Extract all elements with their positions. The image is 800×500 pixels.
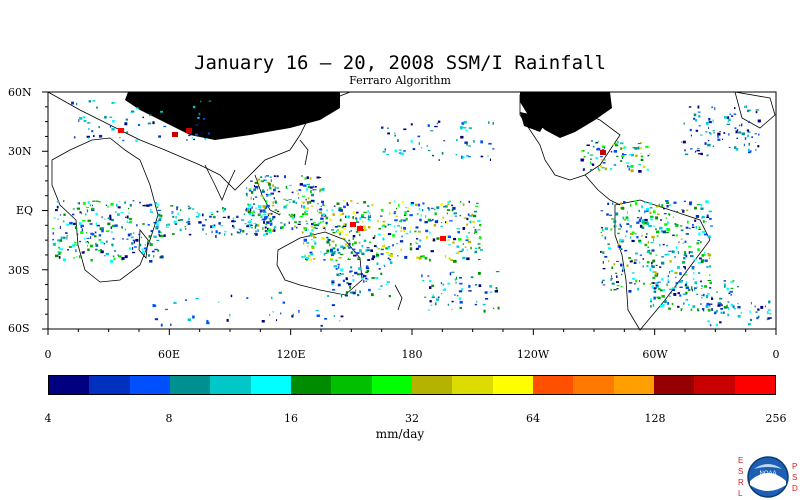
colorbar-swatch-9 [411,376,453,394]
colorbar-swatch-2 [129,376,170,394]
coastlines [47,91,776,331]
colorbar-swatch-7 [331,376,372,394]
colorbar-swatch-11 [492,376,533,394]
lat-label-eq: EQ [16,204,34,217]
logo-letter-r: R [738,478,744,487]
noaa-esrl-psd-logo: E S R L NOAA P S D [732,452,800,500]
colorbar-tick-64: 64 [526,412,540,425]
lon-label-120e: 120E [276,348,306,361]
lon-label-0-east: 0 [772,348,780,361]
colorbar-swatch-14 [613,376,654,394]
rainfall-field [52,100,772,327]
lat-label-30n: 30N [8,145,32,158]
colorbar-swatch-5 [250,376,291,394]
axis-ticks [42,91,777,335]
noaa-emblem-icon: NOAA [747,456,789,498]
colorbar-swatch-10 [452,376,493,394]
lon-label-0: 0 [44,348,52,361]
no-data-regions [125,92,612,140]
colorbar-swatch-17 [734,376,775,394]
logo-letter-e: E [738,456,744,465]
colorbar-unit: mm/day [375,427,425,441]
logo-letter-s: S [738,467,744,476]
colorbar-tick-32: 32 [405,412,419,425]
colorbar-tick-8: 8 [165,412,173,425]
colorbar-swatch-13 [573,376,614,394]
noaa-text: NOAA [759,471,776,477]
colorbar-swatch-0 [49,376,90,394]
logo-letter-d: D [792,484,798,493]
colorbar-tick-128: 128 [644,412,666,425]
colorbar-swatch-1 [89,376,130,394]
colorbar-swatch-15 [653,376,695,394]
lon-label-60e: 60E [157,348,181,361]
colorbar-swatch-16 [694,376,735,394]
lat-label-30s: 30S [8,264,30,277]
logo-letter-s2: S [792,473,798,482]
colorbar-swatch-3 [169,376,211,394]
lat-label-60n: 60N [8,86,32,99]
colorbar-swatch-4 [210,376,251,394]
colorbar-swatch-8 [371,376,412,394]
lon-label-60w: 60W [642,348,668,361]
map-subtitle: Ferraro Algorithm [349,74,451,87]
colorbar-swatch-6 [290,376,332,394]
map-title: January 16 – 20, 2008 SSM/I Rainfall [194,52,606,74]
colorbar-tick-256: 256 [765,412,787,425]
logo-letter-p: P [792,462,798,471]
colorbar-tick-16: 16 [284,412,298,425]
lat-label-60s: 60S [8,322,30,335]
colorbar [48,375,776,395]
colorbar-tick-4: 4 [44,412,52,425]
logo-letter-l: L [738,489,743,498]
colorbar-swatch-12 [532,376,574,394]
lon-label-180: 180 [401,348,423,361]
lon-label-120w: 120W [516,348,550,361]
